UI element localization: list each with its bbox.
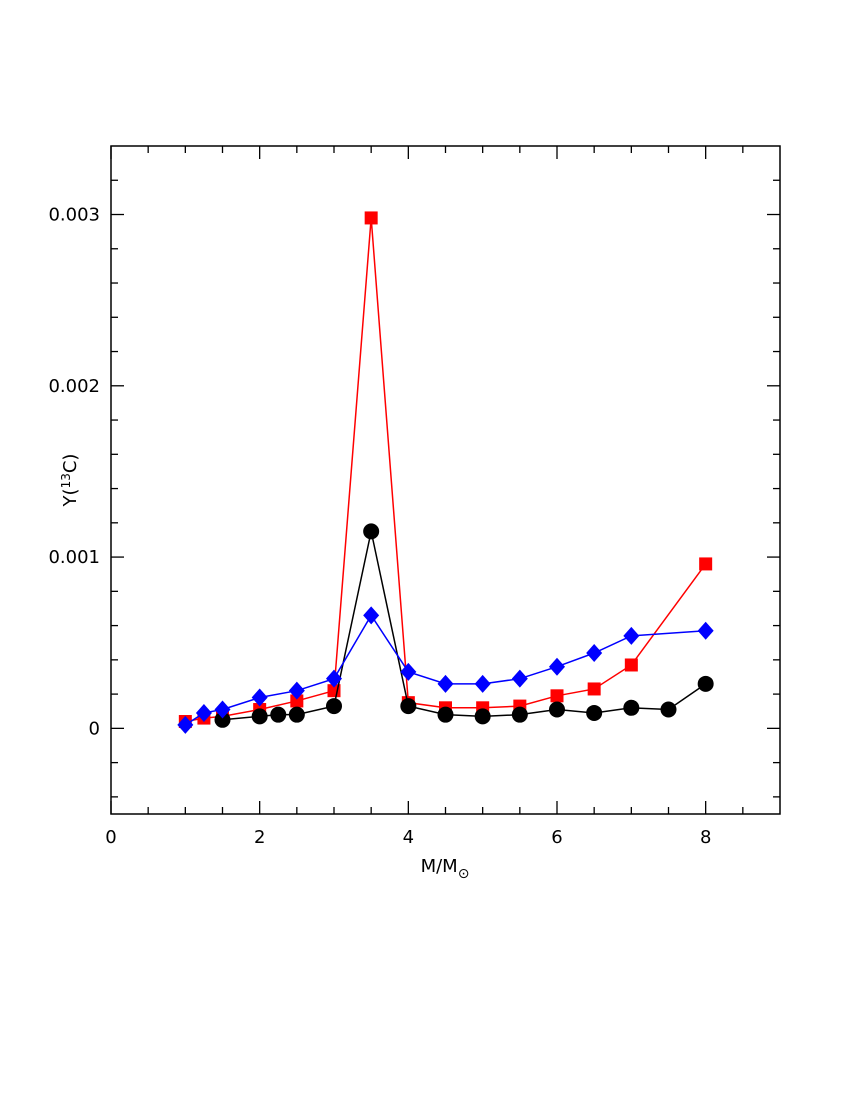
marker xyxy=(214,700,231,719)
marker xyxy=(697,621,714,640)
marker xyxy=(660,701,677,718)
marker xyxy=(697,675,714,692)
marker xyxy=(699,557,713,571)
marker xyxy=(326,698,342,715)
marker xyxy=(587,682,601,696)
y-axis-label: Y(13C) xyxy=(59,454,81,508)
marker xyxy=(177,715,194,734)
marker xyxy=(549,701,565,718)
x-axis-label: M/M⊙ xyxy=(421,856,470,882)
marker xyxy=(251,688,268,707)
y-tick-label: 0 xyxy=(89,718,100,739)
marker xyxy=(511,669,528,688)
marker xyxy=(290,694,304,708)
x-tick-label: 0 xyxy=(105,827,116,848)
marker xyxy=(214,711,231,728)
x-tick-label: 4 xyxy=(403,827,414,848)
marker xyxy=(400,662,417,681)
marker xyxy=(623,699,640,716)
marker xyxy=(270,706,287,723)
x-label-sub: ⊙ xyxy=(458,866,470,882)
marker xyxy=(624,658,638,672)
marker xyxy=(288,681,305,700)
marker xyxy=(288,706,305,723)
y-tick-label: 0.002 xyxy=(48,376,100,397)
marker xyxy=(363,523,380,540)
marker xyxy=(364,211,378,225)
x-tick-label: 6 xyxy=(551,827,562,848)
marker xyxy=(437,706,454,723)
marker xyxy=(586,643,603,662)
y-label-main: Y( xyxy=(60,488,81,507)
marker xyxy=(195,703,212,722)
marker xyxy=(586,704,603,721)
y-tick-label: 0.001 xyxy=(48,547,100,568)
marker xyxy=(550,689,564,703)
x-label-main: M/M xyxy=(421,856,458,877)
x-tick-label: 8 xyxy=(700,827,711,848)
marker xyxy=(474,674,491,693)
y-label-end: C) xyxy=(60,454,81,474)
marker xyxy=(549,657,565,676)
marker xyxy=(251,708,268,725)
marker xyxy=(511,706,528,723)
marker xyxy=(400,698,417,715)
y-label-sup: 13 xyxy=(59,473,73,488)
marker xyxy=(326,669,342,688)
series-line xyxy=(185,217,707,723)
marker xyxy=(363,606,380,625)
marker xyxy=(474,708,491,725)
marker xyxy=(623,626,640,645)
marker xyxy=(437,674,454,693)
x-tick-label: 2 xyxy=(254,827,265,848)
y-tick-label: 0.003 xyxy=(48,205,100,226)
